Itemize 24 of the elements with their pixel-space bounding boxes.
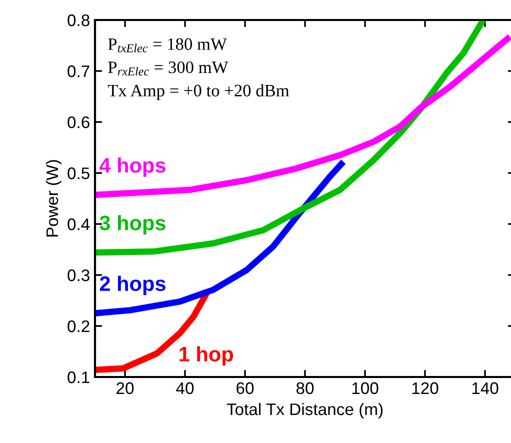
y-tick-label: 0.3 (68, 269, 90, 282)
series-label: 2 hops (100, 276, 166, 296)
y-tick-label: 0.5 (68, 167, 90, 180)
x-tick-label: 20 (116, 382, 134, 394)
series-label: 3 hops (100, 215, 166, 234)
y-tick-label: 0.8 (68, 14, 90, 26)
y-axis-title: Power (W) (46, 160, 62, 236)
x-tick-label: 80 (296, 382, 314, 394)
x-tick-label: 60 (236, 382, 254, 394)
x-tick-label: 120 (412, 382, 438, 394)
annotation: P$_{txElec}$ = 180 mW (108, 38, 227, 52)
y-tick-label: 0.1 (68, 371, 90, 384)
y-tick-label: 0.4 (68, 218, 90, 230)
series-label: 4 hops (99, 157, 166, 177)
x-tick-label: 40 (176, 382, 194, 394)
x-tick-label: 100 (352, 382, 378, 394)
y-tick-label: 0.7 (68, 65, 90, 78)
x-axis-title: Total Tx Distance (m) (226, 402, 383, 418)
x-tick-label: 140 (472, 382, 498, 394)
annotation: Tx Amp = +0 to +20 dBm (108, 84, 290, 100)
y-tick-label: 0.2 (68, 320, 90, 332)
annotation: P$_{rxElec}$ = 300 mW (108, 61, 228, 76)
y-tick-label: 0.6 (68, 116, 90, 128)
series-label: 1 hop (180, 346, 234, 366)
